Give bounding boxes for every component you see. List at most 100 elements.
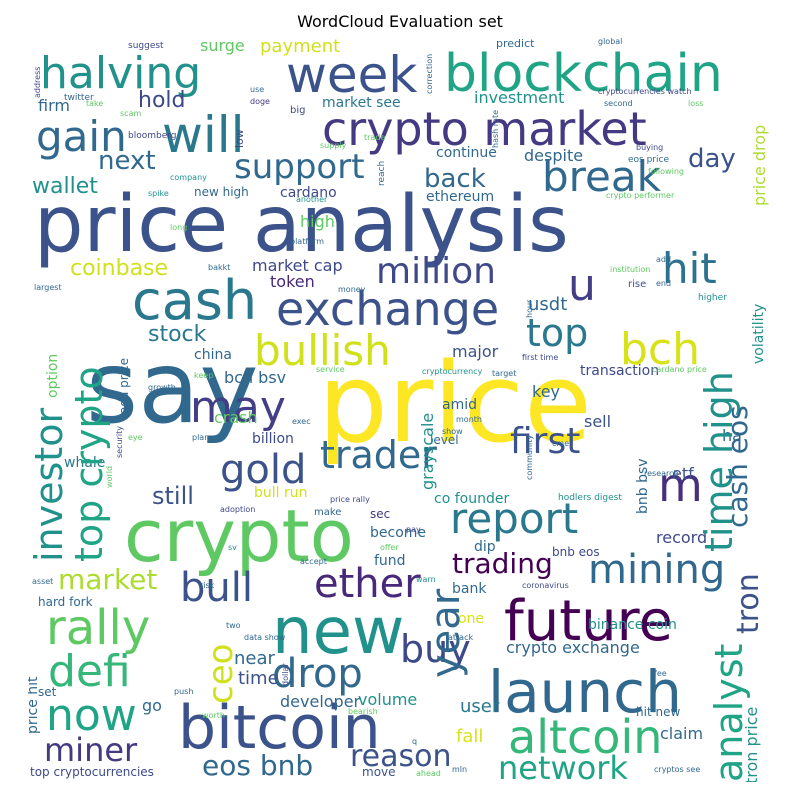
cloud-word: hit new [636, 705, 681, 719]
cloud-word: predict [496, 38, 535, 50]
cloud-word: support [234, 147, 365, 187]
cloud-word: hour [525, 299, 534, 318]
cloud-word: day [688, 144, 736, 174]
cloud-word: price analysis [34, 180, 569, 270]
cloud-word: coinbase [70, 256, 169, 281]
cloud-word: hodlers digest [558, 493, 622, 503]
cloud-word: tron [731, 573, 766, 634]
cloud-word: whale [64, 455, 106, 471]
cloud-word: month [456, 415, 482, 424]
cloud-word: cash [132, 269, 258, 332]
cloud-word: cardano price [652, 365, 707, 374]
cloud-word: second [604, 99, 633, 108]
cloud-word: level [430, 433, 459, 447]
cloud-word: amid [442, 397, 477, 413]
cloud-word: end [656, 279, 672, 288]
cloud-word: halving [40, 48, 202, 99]
cloud-word: research [644, 469, 679, 478]
cloud-word: now [46, 690, 137, 741]
cloud-word: security [115, 426, 124, 458]
cloud-word: big [290, 105, 306, 116]
cloud-word: platform [290, 237, 324, 246]
cloud-word: near [234, 648, 275, 669]
cloud-word: attack [448, 633, 474, 642]
cloud-word: following [648, 167, 684, 176]
cloud-word: market [58, 563, 158, 596]
cloud-word: trading [452, 547, 553, 580]
cloud-word: wallet [32, 174, 98, 199]
cloud-word: week [286, 46, 418, 104]
cloud-word: dollar [281, 663, 290, 686]
cloud-word: miner [44, 731, 138, 769]
cloud-word: crypto market [322, 102, 647, 156]
cloud-word: altcoin [508, 710, 663, 764]
cloud-word: firm [38, 96, 70, 115]
cloud-word: blockchain [444, 44, 723, 104]
cloud-word: crypto performer [606, 191, 675, 200]
cloud-word: first [510, 421, 581, 462]
cloud-word: crash [214, 408, 258, 427]
cloud-word: largest [34, 283, 62, 292]
cloud-word: will [162, 106, 245, 164]
cloud-word: company [170, 173, 207, 182]
cloud-word: two [226, 621, 241, 630]
cloud-word: price [318, 339, 592, 467]
cloud-word: asset [32, 577, 54, 586]
cloud-word: exec [292, 417, 311, 426]
cloud-word: bearish [348, 707, 378, 716]
cloud-word: top cryptocurrencies [30, 765, 154, 779]
cloud-word: market cap [252, 256, 343, 275]
cloud-word: break [542, 152, 661, 201]
cloud-word: drop [272, 651, 363, 697]
cloud-word: buying [636, 143, 664, 152]
cloud-word: hold [138, 88, 186, 113]
cloud-word: dip [474, 539, 496, 555]
cloud-word: crypto [124, 494, 354, 578]
cloud-word: bnb bsv [635, 458, 651, 514]
cloud-word: reach [377, 160, 387, 186]
cloud-word: option [45, 353, 61, 398]
cloud-word: fee [654, 669, 667, 678]
cloud-word: investment [474, 88, 565, 107]
cloud-word: use [250, 85, 265, 94]
cloud-word: top [526, 311, 589, 355]
cloud-word: cardano [280, 185, 337, 201]
cloud-word: time [238, 668, 279, 689]
cloud-word: exchange [276, 282, 500, 336]
cloud-word: usdt [528, 294, 568, 315]
cloud-word: cryptocurrencies watch [598, 87, 692, 96]
cloud-word: market see [322, 95, 401, 111]
cloud-word: transaction [580, 363, 660, 379]
cloud-word: launch [488, 658, 682, 726]
cloud-word: go [142, 696, 162, 715]
cloud-word: q [412, 737, 418, 746]
cloud-word: report [450, 494, 579, 543]
cloud-word: eye [128, 433, 143, 442]
cloud-word: surge [200, 38, 245, 55]
cloud-word: price rally [330, 495, 370, 504]
cloud-word: coronavirus [522, 581, 569, 590]
cloud-word: doge [250, 97, 270, 106]
cloud-word: trader [320, 433, 437, 477]
cloud-word: hash rate [491, 109, 500, 148]
cloud-word: fall [456, 726, 484, 747]
cloud-word: ada price [117, 357, 131, 414]
cloud-word: billion [252, 431, 294, 447]
cloud-word: cryptos see [654, 765, 701, 774]
cloud-word: warn [416, 575, 436, 584]
cloud-word: make [314, 507, 342, 518]
cloud-word: grayscale [418, 412, 437, 490]
cloud-word: spike [148, 189, 169, 198]
cloud-word: worth [202, 711, 225, 720]
cloud-word: correction [425, 53, 434, 94]
cloud-word: pay [406, 525, 421, 534]
cloud-word: scam [120, 109, 142, 118]
cloud-word: one [458, 611, 485, 627]
cloud-word: adoption [220, 505, 256, 514]
cloud-word: major [452, 342, 499, 361]
cloud-word: bakkt [208, 263, 231, 272]
cloud-word: take [86, 99, 104, 108]
cloud-word: ether [314, 561, 421, 607]
cloud-word: sec [370, 507, 391, 521]
cloud-word: cme [552, 439, 570, 448]
